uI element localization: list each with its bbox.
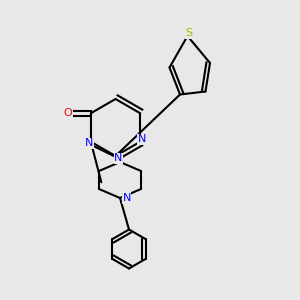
Text: N: N (138, 134, 146, 144)
Text: N: N (85, 138, 94, 148)
Text: N: N (114, 153, 123, 164)
Text: S: S (185, 28, 193, 38)
Text: O: O (63, 108, 72, 118)
Text: N: N (122, 193, 131, 203)
